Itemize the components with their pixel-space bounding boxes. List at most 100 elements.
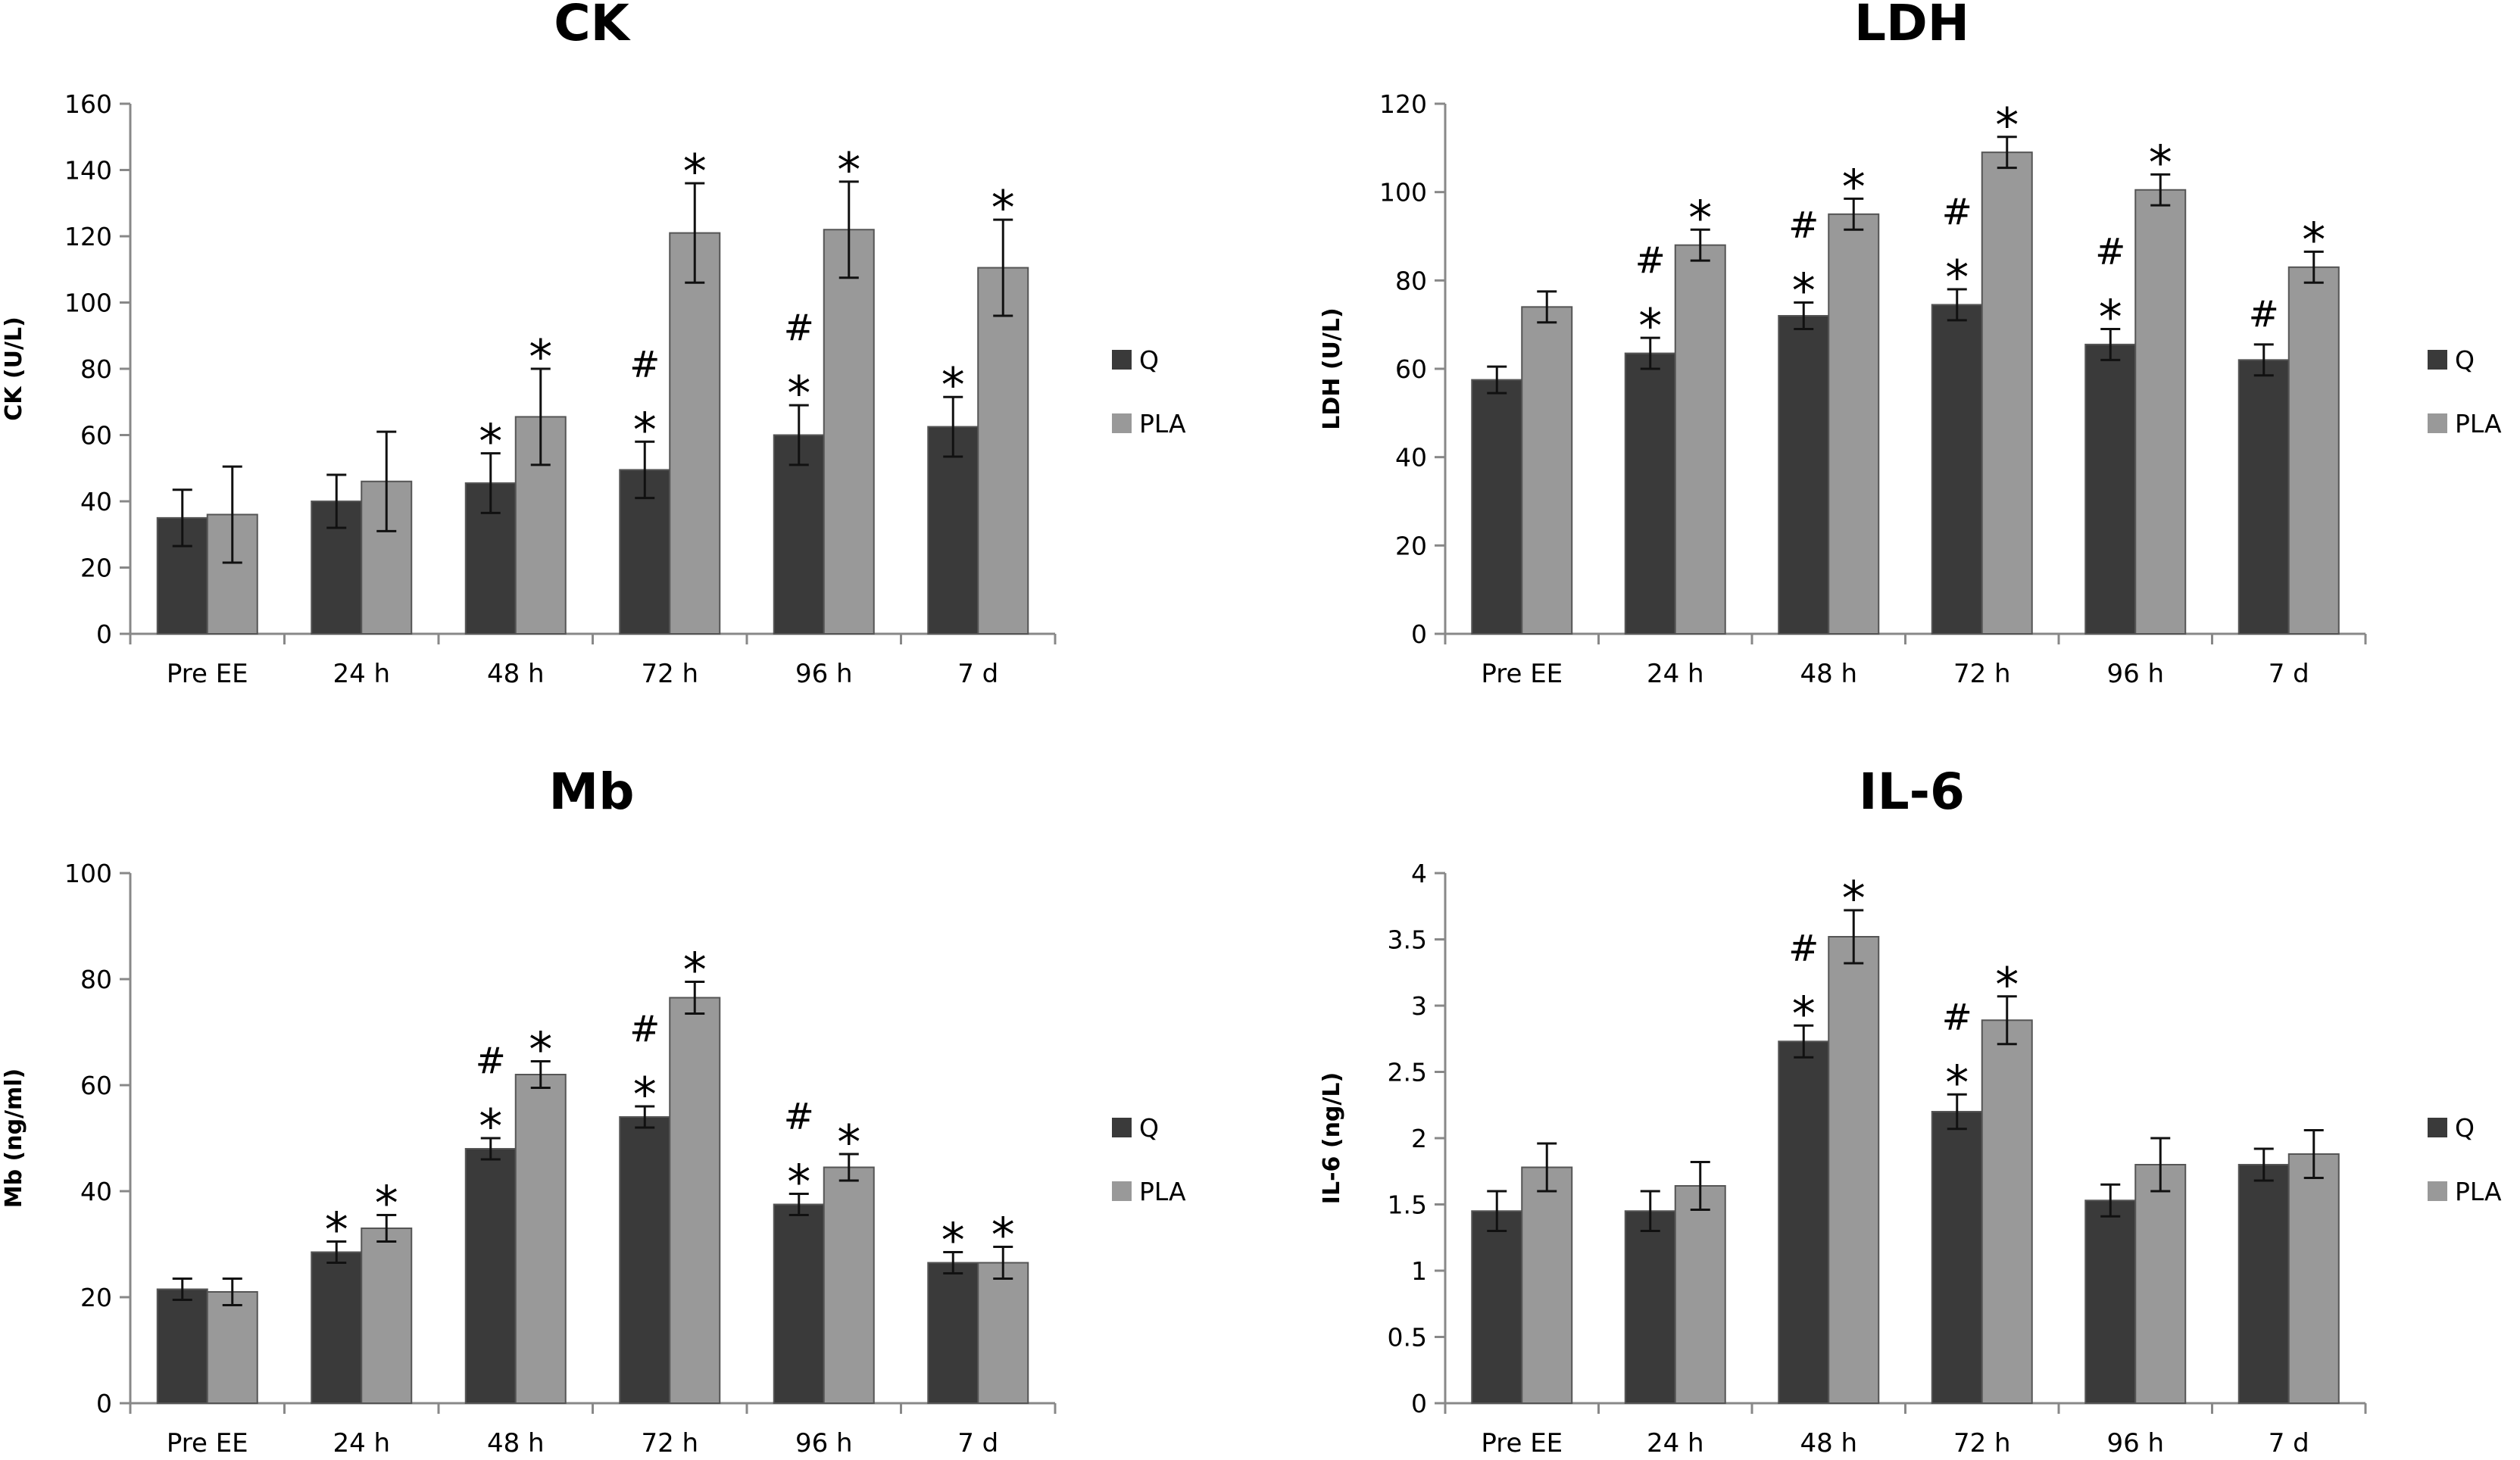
- significance-hash: #: [1942, 191, 1972, 233]
- bar-q: [1624, 1210, 1676, 1404]
- y-axis-label: CK (U/L): [1, 317, 27, 421]
- chart-title: Mb: [549, 763, 635, 821]
- significance-star: *: [325, 1203, 348, 1258]
- x-tick-label: 24 h: [333, 1428, 390, 1458]
- significance-star: *: [1688, 190, 1712, 245]
- significance-star: *: [479, 1099, 502, 1154]
- legend-label-pla: PLA: [1139, 409, 1186, 438]
- y-tick-label: 0: [96, 1389, 112, 1418]
- legend-label-q: Q: [2455, 345, 2475, 375]
- chart-panel-3: IL-6 IL-6 (ng/L) 0 0.5 1 1.5 2 2.5 3 3.5 4 Pre EE 24…: [1319, 763, 2502, 1458]
- y-tick-label: 2.5: [1388, 1058, 1427, 1087]
- chart-panel-0: CK CK (U/L) 0 20 40 60 80 100 120 140 160 Pre EE 24 …: [1, 0, 1186, 689]
- significance-star: *: [2149, 135, 2172, 190]
- y-tick-label: 0: [1411, 619, 1427, 649]
- bar-pla: [977, 1262, 1029, 1404]
- bar-q: [2084, 1200, 2137, 1404]
- bar-q: [1471, 379, 1523, 635]
- significance-star: *: [991, 1208, 1015, 1263]
- y-axis-label: LDH (U/L): [1319, 307, 1345, 429]
- bar-pla: [977, 267, 1029, 635]
- significance-star: *: [837, 1115, 860, 1170]
- significance-star: *: [991, 180, 1015, 236]
- x-tick-label: 72 h: [641, 1428, 698, 1458]
- bar-q: [1931, 1111, 1983, 1404]
- legend-label-q: Q: [1139, 345, 1159, 375]
- significance-star: *: [633, 1067, 657, 1122]
- y-tick-label: 80: [80, 354, 112, 384]
- bar-q: [773, 434, 825, 635]
- bar-pla: [1981, 151, 2033, 635]
- significance-star: *: [1995, 957, 2019, 1012]
- x-tick-label: 48 h: [487, 659, 545, 689]
- x-tick-label: 24 h: [333, 659, 390, 689]
- legend-swatch-q: [2428, 350, 2447, 370]
- x-tick-label: 48 h: [1800, 659, 1857, 689]
- significance-star: *: [1995, 98, 2019, 153]
- bar-pla: [206, 1291, 258, 1404]
- bar-pla: [2287, 1153, 2340, 1404]
- significance-star: *: [375, 1176, 398, 1231]
- bar-pla: [361, 1228, 413, 1404]
- bar-q: [2084, 343, 2137, 635]
- bar-pla: [669, 232, 721, 635]
- y-tick-label: 160: [64, 89, 112, 119]
- bar-q: [773, 1203, 825, 1404]
- significance-hash: #: [1635, 239, 1666, 282]
- significance-star: *: [2099, 290, 2122, 345]
- y-tick-label: 4: [1411, 859, 1427, 888]
- y-tick-label: 120: [64, 222, 112, 251]
- x-tick-label: 48 h: [487, 1428, 545, 1458]
- significance-star: *: [479, 414, 502, 470]
- significance-hash: #: [784, 307, 814, 349]
- legend-swatch-q: [2428, 1118, 2447, 1137]
- y-tick-label: 60: [80, 421, 112, 451]
- significance-star: *: [941, 357, 965, 413]
- significance-hash: #: [2095, 231, 2125, 273]
- legend-swatch-pla: [1112, 1181, 1132, 1201]
- significance-hash: #: [784, 1096, 814, 1138]
- bar-q: [464, 1148, 517, 1404]
- y-tick-label: 40: [1395, 443, 1427, 473]
- bar-q: [311, 1251, 363, 1404]
- x-tick-label: 72 h: [1953, 659, 2011, 689]
- bar-pla: [2134, 1164, 2187, 1404]
- significance-hash: #: [629, 1008, 660, 1050]
- bar-q: [156, 1288, 208, 1404]
- significance-star: *: [2302, 212, 2325, 267]
- bar-pla: [2287, 266, 2340, 635]
- x-tick-label: Pre EE: [1481, 659, 1563, 689]
- bar-q: [1778, 315, 1830, 635]
- legend-label-pla: PLA: [1139, 1177, 1186, 1206]
- significance-star: *: [683, 144, 707, 199]
- y-axis-label: IL-6 (ng/L): [1319, 1072, 1345, 1204]
- significance-star: *: [683, 943, 707, 998]
- significance-hash: #: [1942, 996, 1972, 1038]
- y-tick-label: 80: [80, 965, 112, 994]
- legend-swatch-q: [1112, 350, 1132, 370]
- y-tick-label: 60: [1395, 354, 1427, 384]
- y-tick-label: 100: [1379, 178, 1427, 207]
- bar-pla: [823, 1166, 875, 1404]
- y-tick-label: 100: [64, 289, 112, 318]
- y-tick-label: 40: [80, 487, 112, 516]
- x-tick-label: 72 h: [1953, 1428, 2011, 1458]
- y-tick-label: 0: [96, 619, 112, 649]
- significance-star: *: [1792, 986, 1816, 1041]
- legend-swatch-pla: [2428, 1181, 2447, 1201]
- bar-pla: [1828, 213, 1880, 635]
- bar-pla: [1981, 1019, 2033, 1404]
- bar-pla: [1674, 1185, 1726, 1404]
- significance-star: *: [1842, 871, 1866, 926]
- significance-hash: #: [1788, 927, 1819, 969]
- legend-label-pla: PLA: [2455, 1177, 2502, 1206]
- y-tick-label: 1: [1411, 1256, 1427, 1286]
- significance-hash: #: [476, 1040, 506, 1082]
- x-tick-label: Pre EE: [167, 659, 248, 689]
- y-tick-label: 140: [64, 156, 112, 186]
- x-tick-label: 96 h: [795, 659, 853, 689]
- significance-star: *: [787, 366, 810, 421]
- x-tick-label: 7 d: [957, 659, 998, 689]
- y-tick-label: 120: [1379, 89, 1427, 119]
